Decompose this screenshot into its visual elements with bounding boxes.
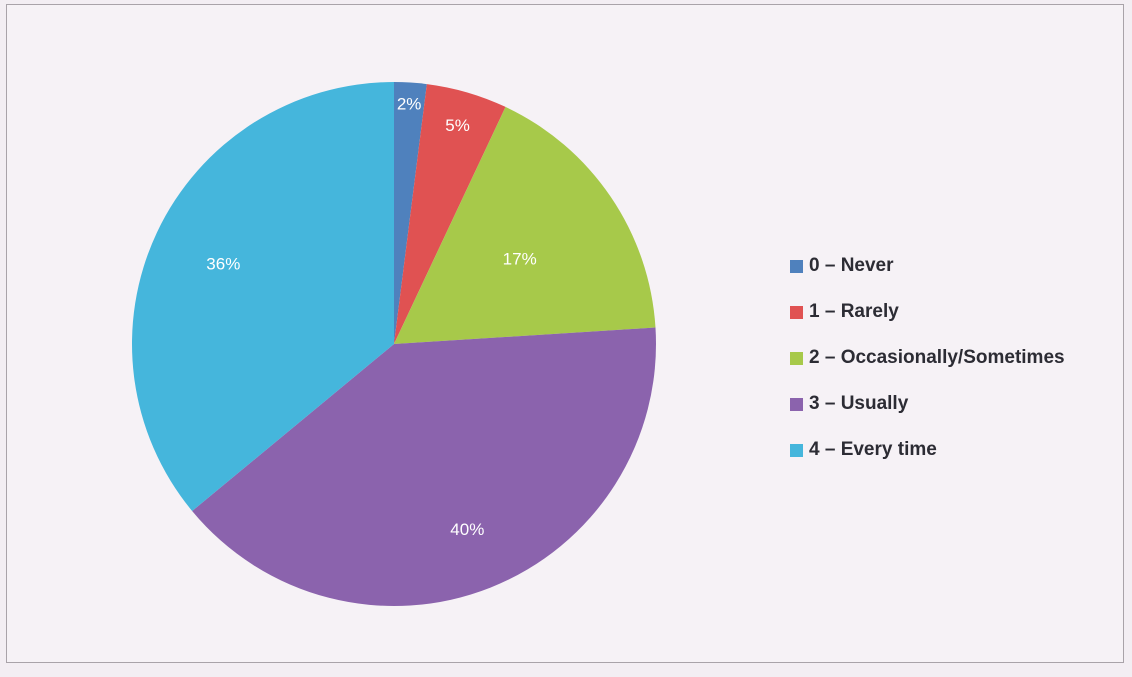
- legend-label-1: 1 – Rarely: [809, 301, 899, 322]
- legend-item-2: 2 – Occasionally/Sometimes: [790, 335, 1120, 381]
- legend-swatch-4: [790, 443, 803, 457]
- pie-slices: [131, 82, 656, 607]
- legend-label-0: 0 – Never: [809, 255, 894, 276]
- pie-label-0: 2%: [397, 94, 422, 113]
- legend-swatch-0: [790, 259, 803, 273]
- pie-slice-2: [394, 106, 656, 345]
- pie-label-2: 17%: [503, 250, 537, 269]
- legend-item-3: 3 – Usually: [790, 381, 1120, 427]
- legend-item-1: 1 – Rarely: [790, 289, 1120, 335]
- legend-label-4: 4 – Every time: [809, 439, 937, 460]
- pie-slice-0: [394, 82, 427, 344]
- legend-label-3: 3 – Usually: [809, 393, 909, 414]
- legend-swatch-3: [790, 397, 803, 411]
- legend-item-4: 4 – Every time: [790, 427, 1120, 473]
- pie-slice-3: [192, 327, 656, 607]
- pie-labels: 2% 5% 17% 40% 36%: [206, 94, 536, 539]
- legend-swatch-1: [790, 305, 803, 319]
- pie-slice-1: [394, 84, 506, 344]
- legend-swatch-2: [790, 351, 803, 365]
- legend-label-2: 2 – Occasionally/Sometimes: [809, 347, 1065, 368]
- pie-label-1: 5%: [445, 116, 470, 135]
- pie-label-4: 36%: [206, 255, 240, 274]
- legend-item-0: 0 – Never: [790, 243, 1120, 289]
- legend: 0 – Never 1 – Rarely 2 – Occasionally/So…: [790, 243, 1120, 473]
- pie-slice-4: [131, 82, 395, 512]
- pie-label-3: 40%: [450, 520, 484, 539]
